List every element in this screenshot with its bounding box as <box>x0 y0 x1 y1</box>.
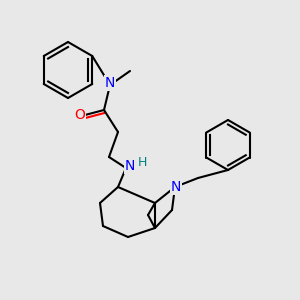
Text: N: N <box>125 159 135 173</box>
Text: N: N <box>171 180 181 194</box>
Text: H: H <box>137 157 147 169</box>
Text: O: O <box>75 108 86 122</box>
Text: N: N <box>105 76 115 90</box>
